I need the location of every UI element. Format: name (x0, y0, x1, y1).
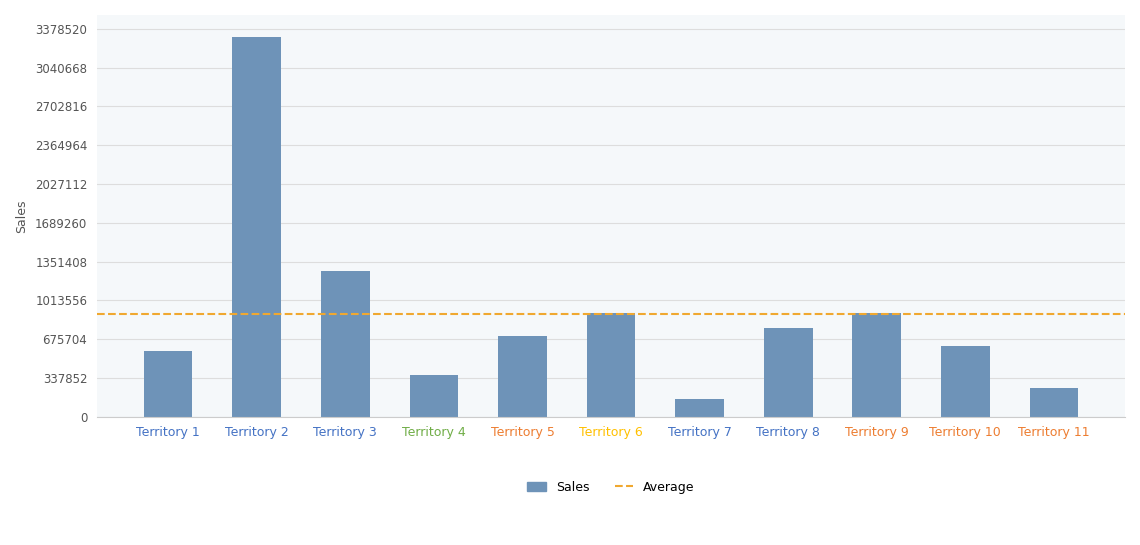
Bar (321, 271, 369, 417)
Bar (853, 313, 901, 417)
Bar (233, 37, 282, 417)
Bar (1029, 388, 1078, 417)
Bar (675, 399, 724, 417)
Bar (144, 350, 193, 417)
Bar (409, 376, 458, 417)
Bar (764, 328, 813, 417)
Bar (940, 346, 990, 417)
Bar (587, 313, 635, 417)
Bar (498, 336, 547, 417)
Legend: Sales, Average: Sales, Average (522, 476, 700, 499)
Y-axis label: Sales: Sales (15, 199, 28, 233)
